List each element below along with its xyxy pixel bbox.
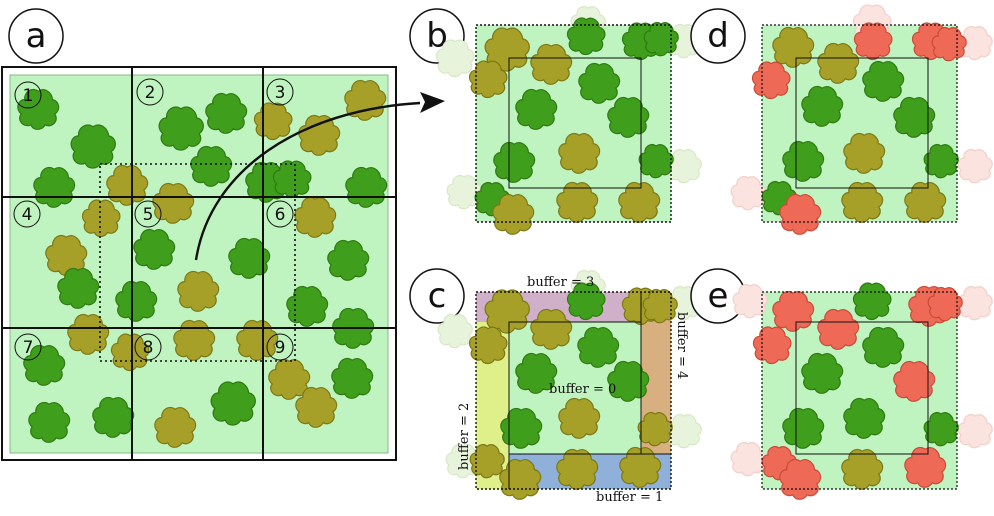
panel-a: a 1 2 3 4 5 6 7 8 9 [1, 8, 445, 461]
tree-crown [957, 148, 993, 184]
panel-d-letter: d [707, 16, 729, 56]
buffer-label-top: buffer = 3 [527, 275, 594, 290]
buffer-label-center: buffer = 0 [549, 382, 616, 397]
panel-c-badge [409, 268, 465, 324]
panel-b: b [409, 5, 702, 235]
cell-badge-3: 3 [266, 78, 294, 106]
cell-number: 8 [143, 338, 154, 358]
cell-number: 1 [23, 86, 34, 106]
buffer-label-bottom: buffer = 1 [596, 490, 663, 505]
panel-a-badge [8, 8, 64, 64]
cell-number: 6 [275, 205, 286, 225]
cell-number: 5 [143, 205, 154, 225]
buffer-label-right: buffer = 4 [674, 312, 689, 379]
tree-crown [957, 413, 993, 449]
tree-crown [730, 175, 766, 211]
arrow-curve [194, 101, 421, 261]
cell-badge-4: 4 [13, 200, 41, 228]
buffer-outline [761, 291, 958, 490]
core-tile-outline [508, 57, 642, 189]
tile-grid [1, 66, 397, 461]
panel-a-letter: a [26, 16, 47, 56]
cell-number: 3 [275, 83, 286, 103]
cell-number: 4 [22, 205, 33, 225]
buffer-label-left: buffer = 2 [457, 403, 472, 470]
cell-badge-1: 1 [14, 81, 42, 109]
buffer-outline [475, 291, 672, 490]
core-tile-outline [795, 321, 929, 455]
panel-e: e [690, 268, 993, 500]
panel-d: d [690, 4, 993, 235]
cell-badge-9: 9 [266, 333, 294, 361]
tree-crown [666, 148, 702, 184]
cell-badge-5: 5 [134, 200, 162, 228]
cell-number-badges: 1 2 3 4 5 6 7 8 9 [13, 78, 294, 361]
buffer-outline [475, 24, 672, 223]
panel-d-badge [690, 8, 746, 64]
core-tile-outline [795, 57, 929, 189]
focus-tile-outline [99, 163, 296, 362]
panel-c-letter: c [428, 276, 447, 316]
cell-badge-2: 2 [136, 78, 164, 106]
tree-crown [852, 282, 892, 321]
cell-number: 9 [275, 338, 286, 358]
cell-badge-8: 8 [134, 333, 162, 361]
tree-crown [957, 285, 993, 321]
tree-crown [730, 441, 766, 477]
tree-crown [666, 413, 702, 449]
cell-number: 7 [23, 338, 34, 358]
cell-badge-6: 6 [266, 200, 294, 228]
panel-c: c buffer = 3 buffer = 0 buffer = 1 buffe… [409, 268, 702, 505]
cell-badge-7: 7 [14, 333, 42, 361]
cell-number: 2 [145, 83, 156, 103]
panel-e-letter: e [708, 276, 729, 316]
buffer-outline [761, 24, 958, 223]
arrow-head-icon [420, 92, 445, 113]
